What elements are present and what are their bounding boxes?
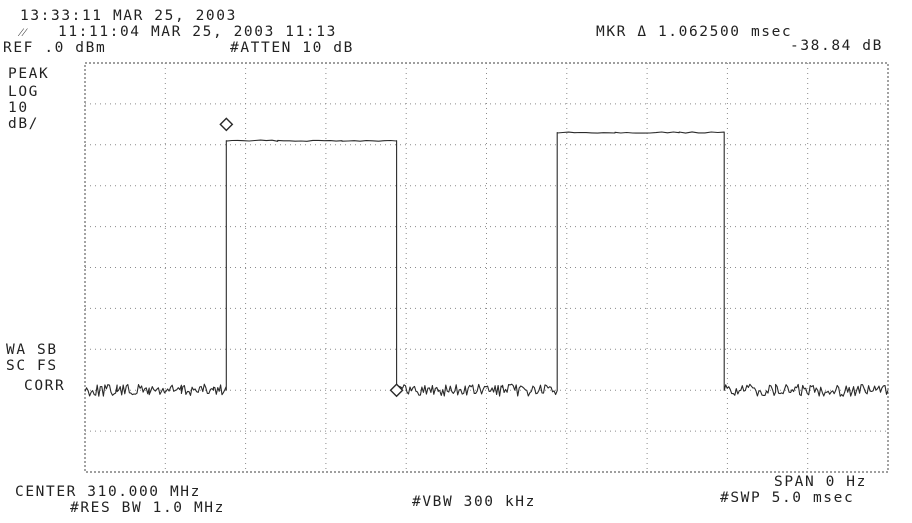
wa-sb-indicator: WA SB <box>6 342 58 358</box>
center-frequency: CENTER 310.000 MHz <box>15 484 201 500</box>
resolution-bandwidth: #RES BW 1.0 MHz <box>70 500 225 516</box>
trace-layer <box>84 131 889 397</box>
sc-fs-indicator: SC FS <box>6 358 58 374</box>
scale-unit: dB/ <box>8 116 39 132</box>
detector-mode: PEAK <box>8 66 50 82</box>
marker-delta-value: -38.84 dB <box>790 38 883 54</box>
scale-type: LOG <box>8 84 39 100</box>
marker-delta <box>389 383 404 398</box>
sweep-time: #SWP 5.0 msec <box>720 490 855 506</box>
stored-trace-timestamp: 11:11:04 MAR 25, 2003 11:13 <box>58 24 337 40</box>
marker-reference <box>219 117 234 132</box>
timestamp-line: 13:33:11 MAR 25, 2003 <box>20 8 237 24</box>
span: SPAN 0 Hz <box>774 474 867 490</box>
graticule <box>84 62 889 473</box>
trace-line <box>84 131 889 397</box>
marker-delta-label: MKR Δ 1.062500 msec <box>596 24 793 40</box>
marker-layer <box>219 117 404 398</box>
scale-value: 10 <box>8 100 29 116</box>
video-bandwidth: #VBW 300 kHz <box>412 494 536 510</box>
store-symbol-icon: ⁄⁄ <box>20 25 28 39</box>
attenuation: #ATTEN 10 dB <box>230 40 354 56</box>
corr-indicator: CORR <box>24 378 66 394</box>
reference-level: REF .0 dBm <box>3 40 107 56</box>
